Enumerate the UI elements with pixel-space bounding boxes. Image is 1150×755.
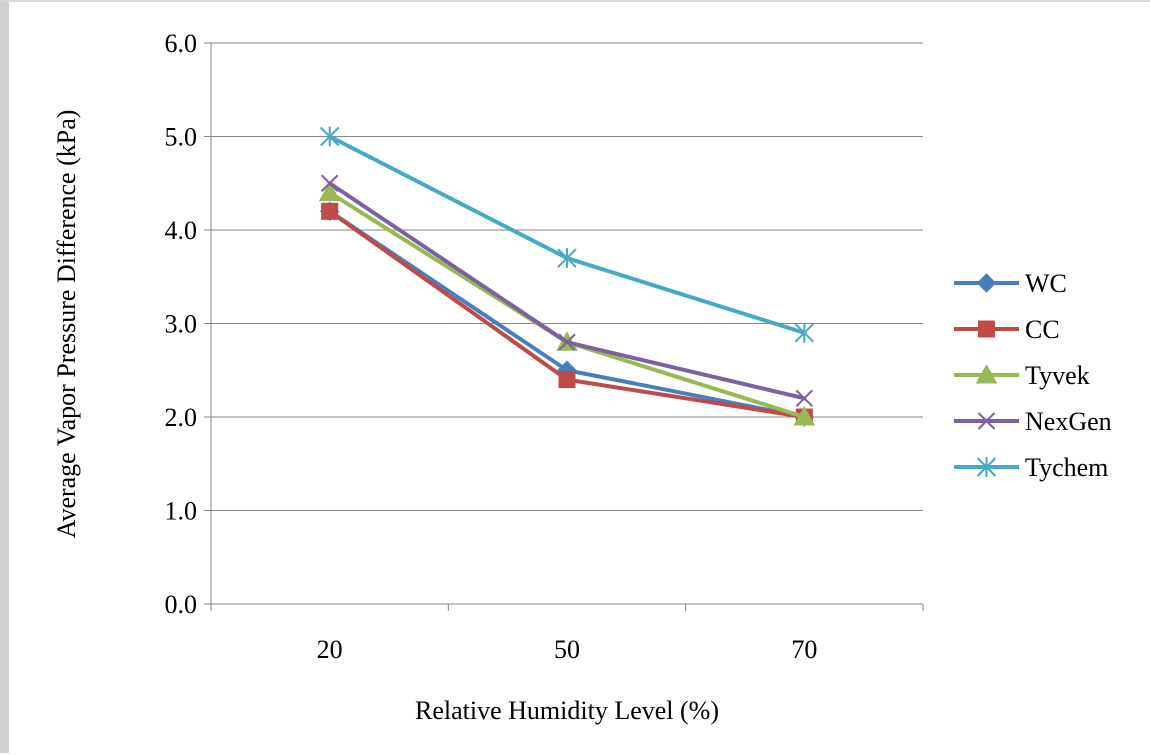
square-marker xyxy=(321,202,339,220)
line-chart: 0.0 1.0 2.0 3.0 4.0 5.0 6.0 20 50 70 WC CC Tyvek Ne… xyxy=(52,29,1112,725)
series-tychem xyxy=(319,126,815,343)
triangle-marker xyxy=(318,181,341,202)
legend-item-cc: CC xyxy=(954,315,1060,344)
diamond-marker xyxy=(976,273,997,293)
x-marker xyxy=(320,174,339,192)
data-point-tychem xyxy=(319,126,340,147)
x-tick-label: 50 xyxy=(554,635,580,664)
series-tyvek xyxy=(318,181,816,426)
data-point-tyvek xyxy=(793,405,816,426)
y-tick-label: 2.0 xyxy=(165,403,198,432)
legend-label-tychem: Tychem xyxy=(1025,453,1108,482)
x-marker xyxy=(977,412,996,430)
star-marker xyxy=(557,248,577,268)
y-tick-label: 1.0 xyxy=(165,497,198,526)
legend-label-tyvek: Tyvek xyxy=(1025,361,1090,390)
triangle-marker xyxy=(975,363,998,384)
star-marker xyxy=(794,322,815,343)
legend-item-wc: WC xyxy=(954,269,1067,298)
series-nexgen xyxy=(320,174,814,408)
legend-item-tyvek: Tyvek xyxy=(954,361,1090,390)
star-marker xyxy=(976,457,997,477)
data-point-tyvek xyxy=(318,181,341,202)
square-marker xyxy=(978,320,995,338)
legend-label-nexgen: NexGen xyxy=(1025,407,1112,436)
data-point-nexgen xyxy=(558,333,576,351)
x-axis-title: Relative Humidity Level (%) xyxy=(415,696,719,725)
data-point-cc xyxy=(558,371,576,389)
axes xyxy=(204,42,924,611)
star-marker xyxy=(319,126,340,147)
legend: WC CC Tyvek NexGen Tychem xyxy=(954,269,1112,482)
legend-label-cc: CC xyxy=(1025,315,1060,344)
data-point-tychem xyxy=(557,248,577,268)
y-tick-label: 0.0 xyxy=(165,590,198,619)
series-lines xyxy=(318,126,816,427)
y-tick-label: 4.0 xyxy=(165,216,198,245)
data-point-nexgen xyxy=(320,174,339,192)
data-point-tychem xyxy=(794,322,815,343)
y-tick-labels: 0.0 1.0 2.0 3.0 4.0 5.0 6.0 xyxy=(165,29,198,619)
y-tick-label: 6.0 xyxy=(165,29,198,58)
x-marker-stroke xyxy=(558,333,576,351)
x-marker xyxy=(558,333,576,351)
y-axis-title: Average Vapor Pressure Difference (kPa) xyxy=(52,110,81,539)
triangle-marker xyxy=(793,405,816,426)
x-marker-stroke xyxy=(795,389,814,408)
square-marker xyxy=(558,371,576,389)
y-tick-label: 5.0 xyxy=(165,123,198,152)
x-marker-stroke xyxy=(320,174,339,192)
legend-label-wc: WC xyxy=(1025,269,1067,298)
legend-item-tychem: Tychem xyxy=(954,453,1108,482)
gridlines xyxy=(211,42,923,511)
series-line-tychem xyxy=(327,134,807,335)
x-marker xyxy=(795,389,814,408)
data-point-nexgen xyxy=(795,389,814,408)
legend-item-nexgen: NexGen xyxy=(954,407,1112,436)
x-tick-labels: 20 50 70 xyxy=(317,635,818,664)
x-marker-stroke xyxy=(977,412,996,430)
y-tick-label: 3.0 xyxy=(165,310,198,339)
data-point-cc xyxy=(321,202,339,220)
x-tick-label: 70 xyxy=(791,635,817,664)
x-tick-label: 20 xyxy=(317,635,343,664)
